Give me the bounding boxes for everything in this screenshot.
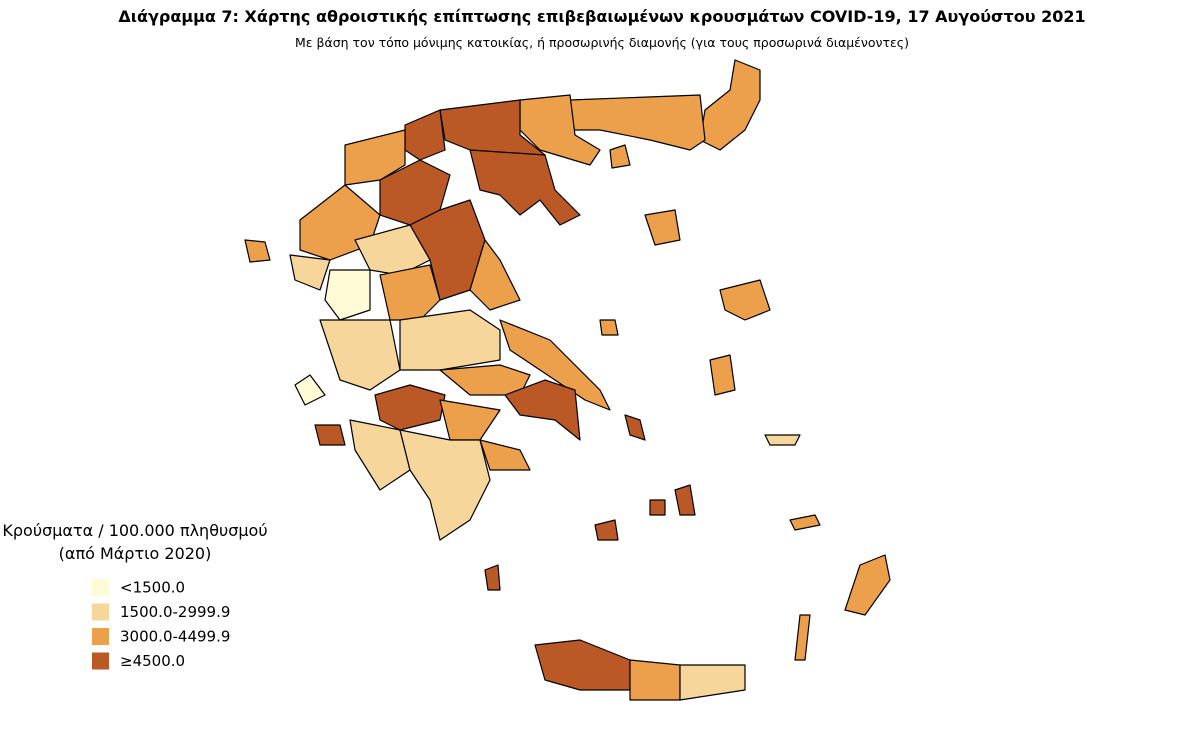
legend-swatch	[92, 628, 109, 645]
legend-label: <1500.0	[120, 579, 185, 597]
region	[289, 254, 331, 291]
region	[314, 424, 346, 446]
region	[374, 384, 446, 431]
region	[349, 419, 411, 491]
region	[479, 439, 531, 471]
region	[439, 399, 501, 441]
region	[484, 564, 501, 591]
region	[469, 239, 521, 311]
map	[244, 59, 891, 701]
region	[294, 374, 326, 406]
legend-label: 1500.0-2999.9	[120, 603, 230, 621]
legend-title: (από Μάρτιο 2020)	[59, 544, 212, 563]
region	[674, 484, 696, 516]
region	[719, 279, 771, 321]
region	[504, 379, 581, 441]
region	[319, 319, 401, 391]
legend: Κρούσματα / 100.000 πληθυσμού (από Μάρτι…	[2, 521, 267, 670]
region	[844, 554, 891, 616]
region	[469, 149, 581, 226]
region	[609, 144, 631, 169]
region	[519, 94, 601, 166]
region	[699, 59, 761, 151]
region	[599, 319, 619, 336]
region	[789, 514, 821, 531]
region	[344, 129, 406, 186]
title: Διάγραμμα 7: Χάρτης αθροιστικής επίπτωση…	[118, 7, 1085, 26]
region	[679, 664, 746, 701]
region	[399, 429, 491, 541]
region	[764, 434, 801, 446]
region	[439, 364, 531, 396]
region	[379, 264, 441, 321]
region	[244, 239, 271, 263]
region	[649, 499, 666, 516]
region	[399, 309, 501, 371]
legend-label: ≥4500.0	[120, 652, 185, 670]
legend-title: Κρούσματα / 100.000 πληθυσμού	[2, 521, 267, 540]
region	[569, 94, 706, 151]
region	[794, 614, 811, 661]
legend-swatch	[92, 652, 109, 670]
region	[709, 354, 736, 396]
legend-swatch	[92, 603, 109, 621]
region	[644, 209, 681, 246]
subtitle: Με βάση τον τόπο μόνιμης κατοικίας, ή πρ…	[295, 35, 909, 50]
region	[404, 109, 446, 161]
region	[594, 519, 619, 541]
legend-label: 3000.0-4499.9	[120, 628, 230, 646]
region	[534, 639, 631, 691]
region	[499, 319, 611, 411]
region	[624, 414, 646, 441]
region	[629, 659, 681, 701]
region	[324, 269, 371, 321]
legend-swatch	[92, 579, 109, 596]
